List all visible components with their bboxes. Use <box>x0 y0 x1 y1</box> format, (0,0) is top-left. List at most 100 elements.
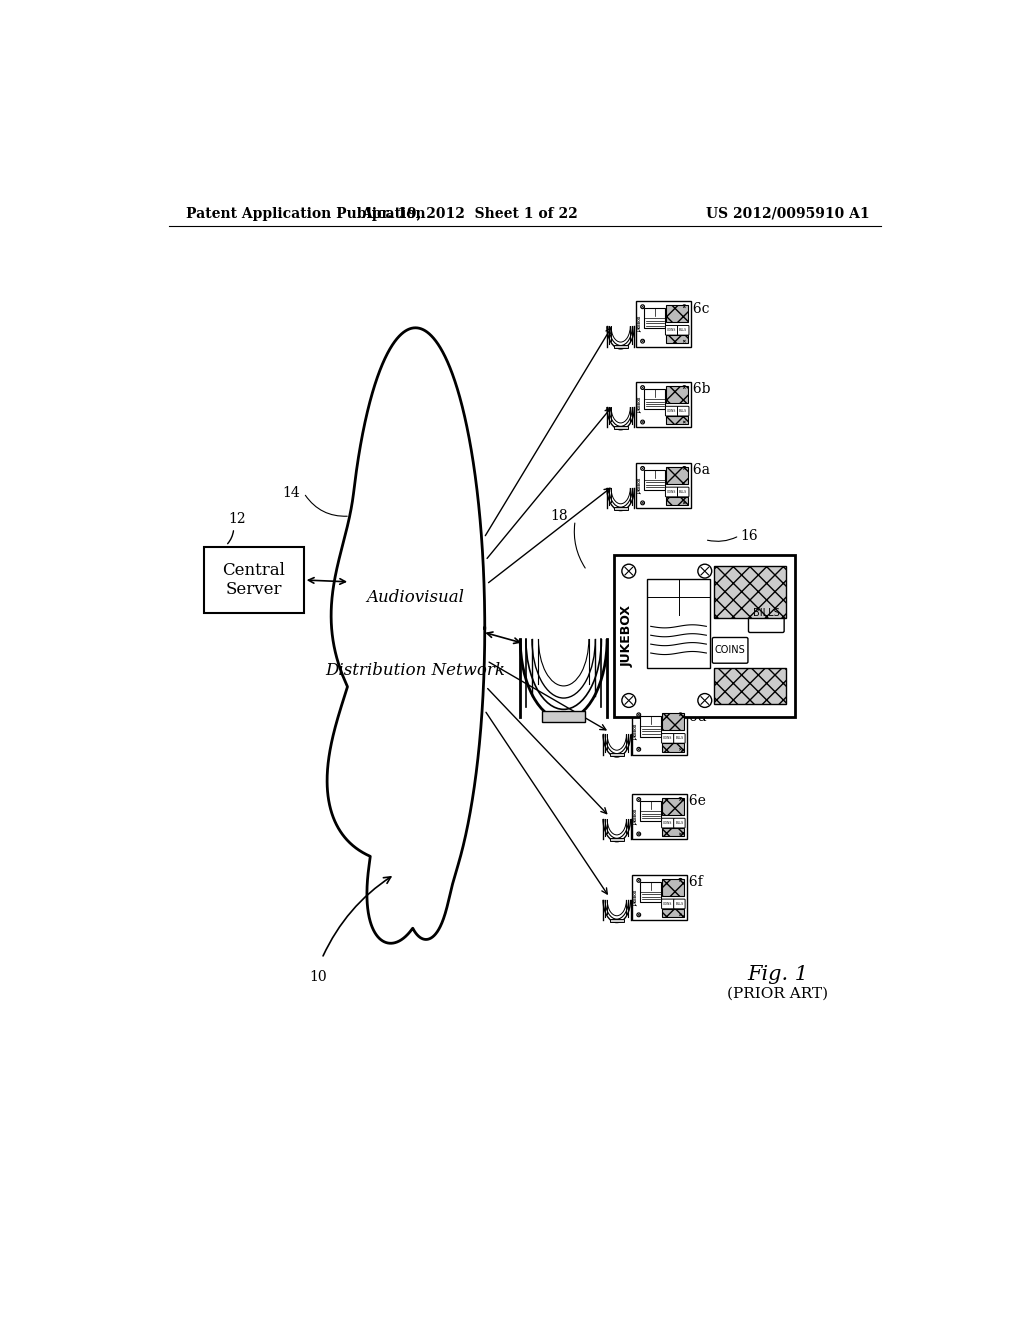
FancyBboxPatch shape <box>674 734 685 743</box>
Text: BILLS: BILLS <box>675 902 683 906</box>
FancyBboxPatch shape <box>666 407 678 416</box>
Circle shape <box>637 797 641 801</box>
Bar <box>542 711 586 722</box>
Text: BILLS: BILLS <box>675 737 683 741</box>
Text: 12: 12 <box>228 512 247 525</box>
Circle shape <box>637 747 641 751</box>
Bar <box>613 426 628 429</box>
Bar <box>610 754 624 756</box>
Text: 16: 16 <box>740 529 759 543</box>
Circle shape <box>679 832 682 836</box>
Text: Patent Application Publication: Patent Application Publication <box>186 207 426 220</box>
Text: Distribution Network: Distribution Network <box>326 661 506 678</box>
Text: 16c: 16c <box>684 301 710 315</box>
Bar <box>667 305 688 322</box>
Text: JUKEBOX: JUKEBOX <box>635 890 639 906</box>
FancyBboxPatch shape <box>674 899 685 908</box>
Bar <box>663 713 684 730</box>
Bar <box>613 507 628 510</box>
Circle shape <box>641 339 644 343</box>
Circle shape <box>622 564 636 578</box>
Circle shape <box>682 466 686 470</box>
Circle shape <box>637 913 641 917</box>
Text: 16f: 16f <box>681 875 703 890</box>
Circle shape <box>679 913 682 917</box>
Text: COINS: COINS <box>664 737 673 741</box>
Circle shape <box>641 502 644 504</box>
Text: BILLS: BILLS <box>679 409 687 413</box>
FancyBboxPatch shape <box>678 407 689 416</box>
Circle shape <box>679 747 682 751</box>
Circle shape <box>682 385 686 389</box>
Text: Audiovisual: Audiovisual <box>367 589 465 606</box>
FancyBboxPatch shape <box>666 487 678 496</box>
Text: JUKEBOX: JUKEBOX <box>638 478 642 494</box>
Bar <box>640 717 662 737</box>
Bar <box>644 389 666 409</box>
Text: JUKEBOX: JUKEBOX <box>635 723 639 741</box>
Bar <box>636 301 691 347</box>
Bar <box>632 795 687 840</box>
Bar <box>663 828 684 837</box>
Text: JUKEBOX: JUKEBOX <box>638 315 642 333</box>
Bar <box>640 801 662 821</box>
Bar <box>204 548 304 612</box>
FancyBboxPatch shape <box>713 638 748 663</box>
Text: Central
Server: Central Server <box>222 562 286 598</box>
Bar <box>632 709 687 755</box>
FancyBboxPatch shape <box>662 734 674 743</box>
Circle shape <box>637 878 641 882</box>
Text: BILLS: BILLS <box>679 329 687 333</box>
Circle shape <box>682 339 686 343</box>
Bar <box>663 909 684 917</box>
Bar <box>640 882 662 902</box>
Circle shape <box>698 564 712 578</box>
Bar <box>663 797 684 814</box>
Circle shape <box>682 305 686 309</box>
Text: JUKEBOX: JUKEBOX <box>638 396 642 413</box>
Bar <box>663 879 684 896</box>
Text: COINS: COINS <box>664 821 673 825</box>
Circle shape <box>637 713 641 717</box>
Text: COINS: COINS <box>667 409 677 413</box>
Circle shape <box>698 693 712 708</box>
Bar <box>644 308 666 329</box>
Circle shape <box>679 713 682 717</box>
Text: Apr. 19, 2012  Sheet 1 of 22: Apr. 19, 2012 Sheet 1 of 22 <box>361 207 578 220</box>
Polygon shape <box>327 327 484 944</box>
Circle shape <box>679 878 682 882</box>
Bar <box>714 668 786 704</box>
Circle shape <box>641 420 644 424</box>
Text: COINS: COINS <box>715 645 745 655</box>
Bar <box>610 838 624 841</box>
FancyBboxPatch shape <box>678 487 689 496</box>
FancyBboxPatch shape <box>678 326 689 335</box>
FancyBboxPatch shape <box>662 899 674 908</box>
Circle shape <box>641 385 644 389</box>
Text: COINS: COINS <box>667 329 677 333</box>
Text: US 2012/0095910 A1: US 2012/0095910 A1 <box>707 207 869 220</box>
Text: 16e: 16e <box>681 795 707 808</box>
Text: (PRIOR ART): (PRIOR ART) <box>727 987 828 1001</box>
Circle shape <box>641 305 644 309</box>
Text: BILLS: BILLS <box>679 490 687 494</box>
Bar <box>663 743 684 751</box>
Circle shape <box>682 502 686 504</box>
Bar <box>667 416 688 424</box>
Text: 16d: 16d <box>681 710 708 723</box>
Bar <box>647 579 711 668</box>
Text: Fig. 1: Fig. 1 <box>746 965 808 985</box>
Circle shape <box>641 466 644 470</box>
Bar <box>610 919 624 921</box>
Text: BILLS: BILLS <box>675 821 683 825</box>
Text: 14: 14 <box>283 486 300 500</box>
Text: 16b: 16b <box>684 383 711 396</box>
Circle shape <box>679 797 682 801</box>
Text: JUKEBOX: JUKEBOX <box>635 809 639 825</box>
Text: 18: 18 <box>550 510 567 524</box>
Bar <box>644 470 666 490</box>
Bar <box>667 385 688 403</box>
Text: 20: 20 <box>740 675 759 689</box>
Text: 10: 10 <box>309 970 327 983</box>
Text: 16a: 16a <box>684 463 711 478</box>
